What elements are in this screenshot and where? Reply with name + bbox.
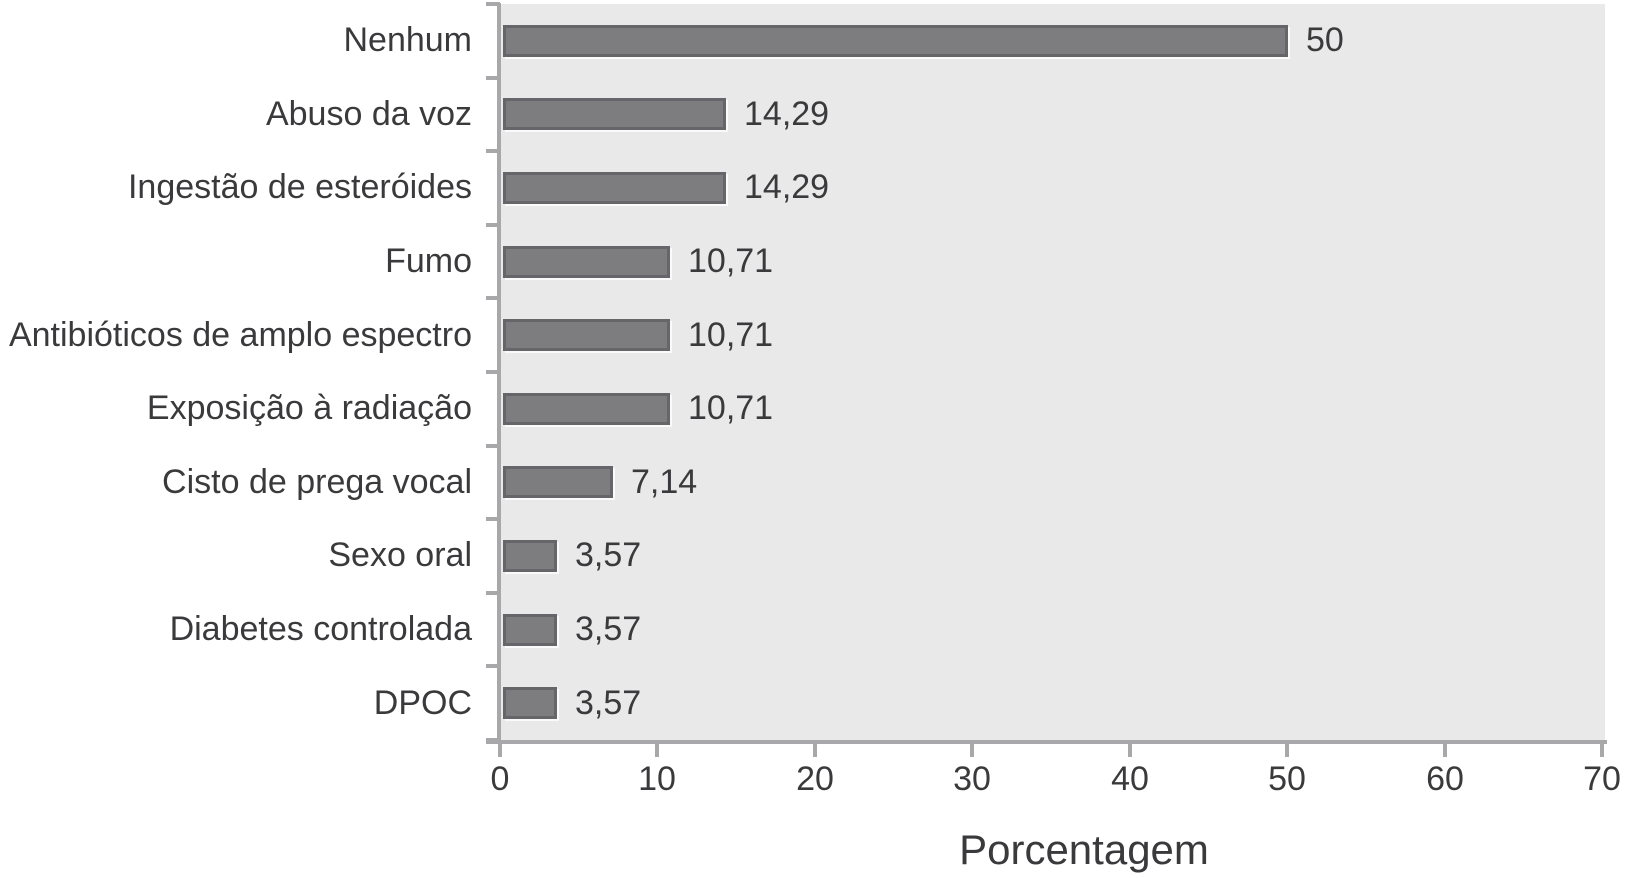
bar [503, 246, 670, 278]
value-label: 3,57 [575, 610, 642, 649]
y-axis-tick [486, 517, 500, 521]
category-label: Diabetes controlada [169, 610, 472, 649]
x-axis-tick [813, 740, 817, 757]
y-axis-tick [486, 76, 500, 80]
category-label: Antibióticos de amplo espectro [8, 315, 472, 354]
x-axis-line [486, 740, 1607, 744]
category-label: Cisto de prega vocal [162, 462, 472, 501]
y-axis-tick [486, 370, 500, 374]
x-axis-tick [1285, 740, 1289, 757]
y-axis-tick [486, 2, 500, 6]
value-label: 7,14 [631, 462, 698, 501]
category-label: Ingestão de esteróides [127, 168, 472, 207]
bar [503, 172, 726, 204]
y-axis-tick [486, 149, 500, 153]
value-label: 3,57 [575, 536, 642, 575]
y-axis-tick [486, 296, 500, 300]
x-axis-tick-label: 10 [638, 760, 676, 798]
y-axis-tick [486, 223, 500, 227]
y-axis-tick [486, 738, 500, 742]
x-axis-tick-label: 50 [1268, 760, 1306, 798]
y-axis-tick [486, 664, 500, 668]
x-axis-tick [498, 740, 502, 757]
category-label: DPOC [373, 683, 472, 722]
category-label: Sexo oral [328, 536, 472, 575]
bar [503, 98, 726, 130]
x-axis-tick-label: 60 [1426, 760, 1464, 798]
y-axis-tick [486, 444, 500, 448]
category-label: Abuso da voz [265, 94, 472, 133]
bar [503, 540, 557, 572]
x-axis-tick [970, 740, 974, 757]
bar [503, 614, 557, 646]
value-label: 14,29 [744, 168, 830, 207]
x-axis-tick-label: 20 [796, 760, 834, 798]
value-label: 10,71 [688, 242, 774, 281]
bar [503, 687, 557, 719]
bar [503, 466, 613, 498]
bar [503, 25, 1288, 57]
x-axis-tick [1443, 740, 1447, 757]
x-axis-title: Porcentagem [959, 826, 1209, 873]
x-axis-tick-label: 40 [1111, 760, 1149, 798]
category-label: Nenhum [343, 21, 472, 60]
bar [503, 393, 670, 425]
x-axis-tick-label: 30 [953, 760, 991, 798]
category-label: Fumo [385, 242, 472, 281]
value-label: 14,29 [744, 94, 830, 133]
value-label: 10,71 [688, 389, 774, 428]
bar [503, 319, 670, 351]
x-axis-tick-label: 70 [1583, 760, 1621, 798]
value-label: 3,57 [575, 683, 642, 722]
category-label: Exposição à radiação [146, 389, 472, 428]
value-label: 50 [1306, 21, 1344, 60]
x-axis-tick [1128, 740, 1132, 757]
x-axis-tick [1600, 740, 1604, 757]
value-label: 10,71 [688, 315, 774, 354]
x-axis-tick-label: 0 [490, 760, 510, 798]
x-axis-tick [655, 740, 659, 757]
y-axis-tick [486, 591, 500, 595]
